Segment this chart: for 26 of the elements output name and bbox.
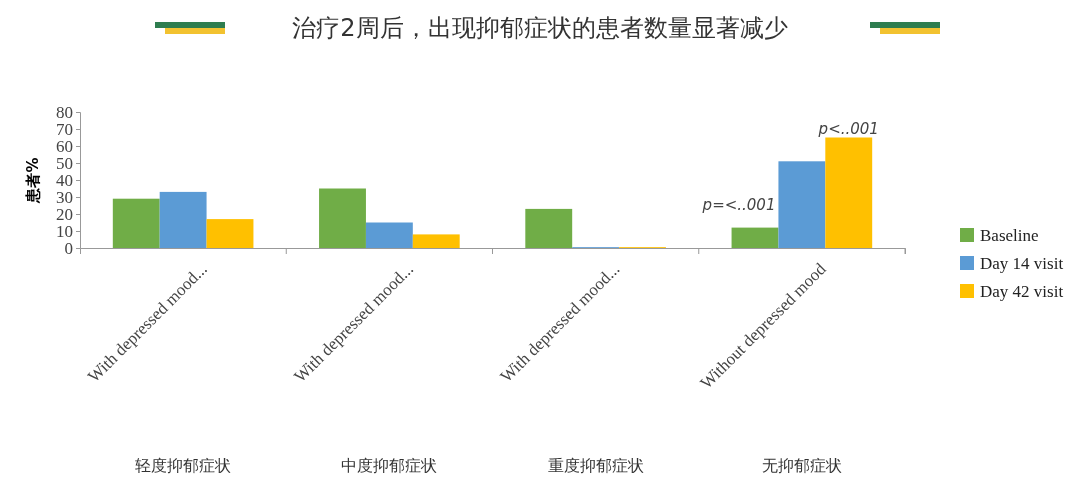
y-axis-title: 患者% [24,157,42,204]
legend-label: Day 14 visit [980,254,1064,273]
annotation: p=<..001 [701,195,776,214]
y-tick-label: 40 [56,170,73,190]
bar [412,234,460,248]
y-tick-label: 50 [56,153,73,173]
y-tick-label: 10 [56,221,73,241]
y-tick-label: 30 [56,187,73,207]
annotation: p<..001 [817,119,879,138]
y-tick-label: 20 [56,204,73,224]
bar [319,188,366,248]
bar [159,191,207,248]
y-tick-label: 0 [64,238,73,258]
bar [825,137,873,248]
chart-title: 治疗2周后，出现抑郁症状的患者数量显著减少 [292,14,788,42]
bar [731,227,779,248]
y-tick-label: 80 [56,102,73,122]
bar [206,219,254,248]
bar [778,161,826,248]
legend-label: Day 42 visit [980,282,1064,301]
bar [112,198,160,248]
bar [525,208,573,248]
bar [365,222,413,248]
legend-label: Baseline [980,226,1039,245]
y-tick-label: 60 [56,136,73,156]
y-tick-label: 70 [56,119,73,139]
